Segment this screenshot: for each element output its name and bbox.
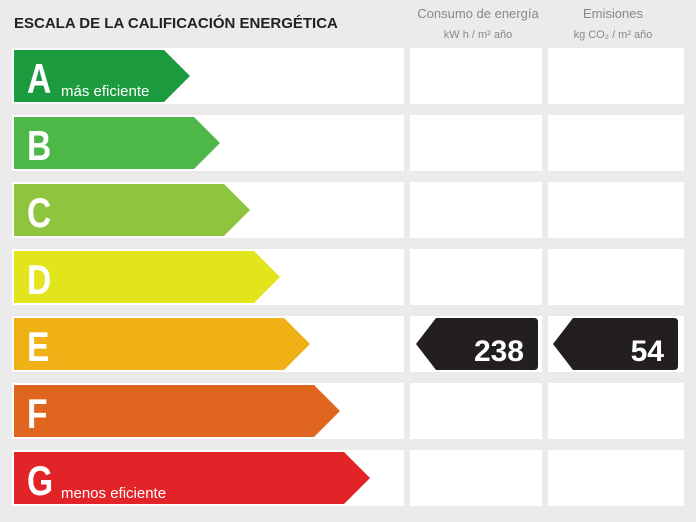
- rating-arrow: [14, 251, 280, 303]
- column-name: Consumo de energía: [417, 6, 539, 21]
- rating-letter: G: [27, 459, 53, 505]
- rating-letter: E: [27, 325, 49, 371]
- rating-letter: F: [27, 392, 48, 438]
- value-label: 54: [631, 335, 665, 368]
- rating-arrow: [14, 318, 310, 370]
- rating-arrow: [14, 50, 190, 102]
- rating-arrow: [14, 385, 340, 437]
- value-box: [410, 450, 542, 506]
- rating-letter: C: [27, 191, 51, 237]
- value-box: [410, 249, 542, 305]
- value-box: [410, 48, 542, 104]
- value-box: [548, 249, 684, 305]
- rating-note: menos eficiente: [61, 485, 166, 502]
- title: ESCALA DE LA CALIFICACIÓN ENERGÉTICA: [14, 14, 338, 32]
- rating-note: más eficiente: [61, 83, 149, 100]
- value-arrow: [416, 318, 538, 370]
- value-box: [548, 182, 684, 238]
- rating-letter: A: [27, 57, 51, 103]
- column-unit: kW h / m² año: [444, 29, 512, 41]
- column-name: Emisiones: [583, 6, 643, 21]
- rating-arrow: [14, 184, 250, 236]
- value-box: [548, 48, 684, 104]
- value-arrow: [553, 318, 678, 370]
- rating-letter: D: [27, 258, 51, 304]
- value-box: [548, 450, 684, 506]
- value-box: [548, 383, 684, 439]
- column-unit: kg CO₂ / m² año: [574, 29, 653, 41]
- value-box: [410, 182, 542, 238]
- rating-letter: B: [27, 124, 51, 170]
- value-label: 238: [474, 335, 524, 368]
- value-box: [548, 115, 684, 171]
- rating-arrow: [14, 117, 220, 169]
- rating-arrow: [14, 452, 370, 504]
- value-box: [410, 115, 542, 171]
- value-box: [410, 383, 542, 439]
